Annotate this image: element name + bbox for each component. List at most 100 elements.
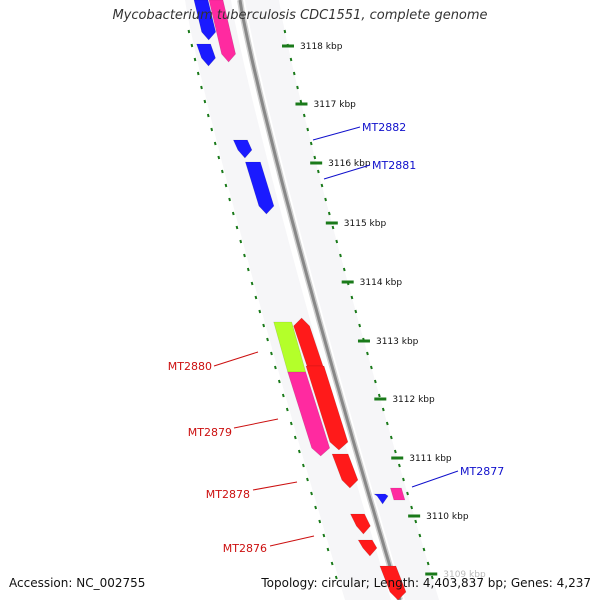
forward-ruler-dot bbox=[373, 379, 377, 384]
gene-labels-layer: MT2882 MT2881 MT2877 MT2880 MT2879 MT2878 MT28… bbox=[168, 121, 504, 555]
forward-lane bbox=[245, 0, 439, 600]
gene-feature-blue bbox=[373, 493, 389, 505]
gene-label-mt2880[interactable]: MT2880 bbox=[168, 360, 212, 373]
gene-feature-red bbox=[305, 365, 349, 451]
gene-label-mt2877[interactable]: MT2877 bbox=[460, 465, 504, 478]
scale-tick-label: 3111 kbp bbox=[409, 454, 452, 464]
forward-ruler-dot bbox=[393, 449, 397, 454]
forward-ruler-dot bbox=[422, 547, 426, 552]
scale-tick-label: 3115 kbp bbox=[344, 219, 387, 229]
backbone-layer bbox=[237, 0, 403, 601]
gene-feature-pink bbox=[208, 0, 236, 63]
forward-ruler-dot bbox=[292, 71, 296, 76]
feature-lanes bbox=[185, 0, 439, 600]
forward-ruler-dot bbox=[381, 407, 385, 412]
forward-ruler-dot bbox=[389, 435, 393, 440]
forward-ruler-dot bbox=[309, 141, 313, 146]
forward-ruler-dot bbox=[358, 323, 362, 328]
reverse-ruler-dot bbox=[193, 57, 197, 62]
gene-leader-line bbox=[233, 418, 279, 429]
forward-ruler-dot bbox=[410, 505, 414, 510]
forward-ruler-dot bbox=[335, 239, 339, 244]
reverse-lane bbox=[185, 0, 391, 600]
forward-ruler-dot bbox=[398, 463, 401, 468]
scale-tick-label: 3117 kbp bbox=[313, 100, 356, 110]
genome-backbone-line bbox=[238, 0, 402, 601]
forward-ruler-dot bbox=[414, 519, 418, 524]
gene-feature-red bbox=[357, 539, 378, 557]
forward-ruler-dot bbox=[385, 421, 389, 426]
forward-ruler-dot bbox=[327, 211, 331, 216]
forward-ruler-dot bbox=[406, 491, 409, 496]
forward-ruler-dot bbox=[402, 477, 405, 482]
reverse-ruler-dot bbox=[302, 463, 305, 468]
gene-feature-blue bbox=[244, 161, 275, 215]
reverse-ruler-dot bbox=[228, 197, 231, 202]
gene-feature-pink bbox=[287, 371, 331, 457]
gene-label-mt2876[interactable]: MT2876 bbox=[223, 542, 267, 555]
forward-ruler-dot bbox=[320, 183, 324, 188]
reverse-ruler-dot bbox=[322, 533, 326, 538]
reverse-ruler-dot bbox=[196, 71, 200, 76]
reverse-ruler-dot bbox=[310, 491, 313, 496]
reverse-ruler-dot bbox=[210, 127, 214, 132]
forward-ruler-dot bbox=[354, 309, 358, 314]
forward-ruler-dot bbox=[350, 295, 354, 300]
gene-feature-pink bbox=[389, 487, 406, 501]
gene-label-mt2878[interactable]: MT2878 bbox=[206, 488, 250, 501]
reverse-ruler-dot bbox=[190, 43, 194, 48]
forward-ruler-dot bbox=[302, 113, 306, 118]
reverse-ruler-dot bbox=[281, 393, 285, 398]
forward-ruler-dot bbox=[296, 85, 299, 90]
reverse-ruler-dot bbox=[224, 183, 228, 188]
gene-leader-line bbox=[213, 351, 259, 367]
scale-ticks-layer: 3118 kbp 3117 kbp 3116 kbp 3115 kbp 3114 kbp… bbox=[282, 42, 486, 580]
forward-ruler-dot bbox=[339, 253, 342, 258]
map-title: Mycobacterium tuberculosis CDC1551, comp… bbox=[112, 8, 488, 23]
reverse-ruler-dot bbox=[289, 421, 293, 426]
reverse-ruler-dot bbox=[326, 547, 330, 552]
forward-ruler-dot bbox=[316, 169, 320, 174]
reverse-ruler-dot bbox=[258, 309, 262, 314]
dotted-guide-layer bbox=[185, 0, 439, 600]
forward-ruler-dot bbox=[342, 267, 346, 272]
gene-label-mt2881[interactable]: MT2881 bbox=[372, 159, 416, 172]
reverse-ruler-dot bbox=[297, 449, 301, 454]
gene-features-layer bbox=[193, 0, 407, 601]
reverse-ruler-dot bbox=[318, 519, 322, 524]
forward-ruler-dot bbox=[289, 57, 293, 62]
reverse-ruler-dot bbox=[254, 295, 258, 300]
gene-leader-line bbox=[323, 164, 371, 180]
reverse-ruler-dot bbox=[220, 169, 224, 174]
reverse-ruler-dot bbox=[274, 365, 277, 370]
scale-tick-label: 3114 kbp bbox=[360, 278, 403, 288]
reverse-ruler-dot bbox=[277, 379, 281, 384]
reverse-ruler-dot bbox=[330, 561, 334, 566]
forward-ruler-dot bbox=[283, 29, 287, 34]
reverse-ruler-dot bbox=[270, 351, 273, 356]
reverse-ruler-dot bbox=[203, 99, 207, 104]
gene-leader-line bbox=[312, 126, 361, 141]
scale-tick-label: 3113 kbp bbox=[376, 337, 419, 347]
reverse-ruler-dot bbox=[285, 407, 289, 412]
scale-tick-label: 3109 kbp bbox=[443, 570, 486, 580]
gene-feature-red bbox=[331, 453, 359, 489]
reverse-ruler-dot bbox=[217, 155, 221, 160]
reverse-ruler-dot bbox=[250, 281, 254, 286]
forward-ruler-dot bbox=[324, 197, 327, 202]
reverse-ruler-dot bbox=[187, 29, 191, 34]
reverse-ruler-dot bbox=[213, 141, 217, 146]
gene-label-mt2882[interactable]: MT2882 bbox=[362, 121, 406, 134]
reverse-ruler-dot bbox=[266, 337, 269, 342]
scale-tick-label: 3116 kbp bbox=[328, 159, 371, 169]
forward-ruler-dot bbox=[426, 561, 430, 566]
reverse-ruler-dot bbox=[262, 323, 266, 328]
topology-summary: Topology: circular; Length: 4,403,837 bp… bbox=[261, 576, 591, 590]
reverse-ruler-dot bbox=[246, 267, 250, 272]
scale-tick-label: 3110 kbp bbox=[426, 512, 469, 522]
gene-label-mt2879[interactable]: MT2879 bbox=[188, 426, 232, 439]
scale-tick-label: 3112 kbp bbox=[392, 395, 435, 405]
gene-feature-blue bbox=[232, 139, 253, 159]
scale-tick-label: 3118 kbp bbox=[300, 42, 343, 52]
